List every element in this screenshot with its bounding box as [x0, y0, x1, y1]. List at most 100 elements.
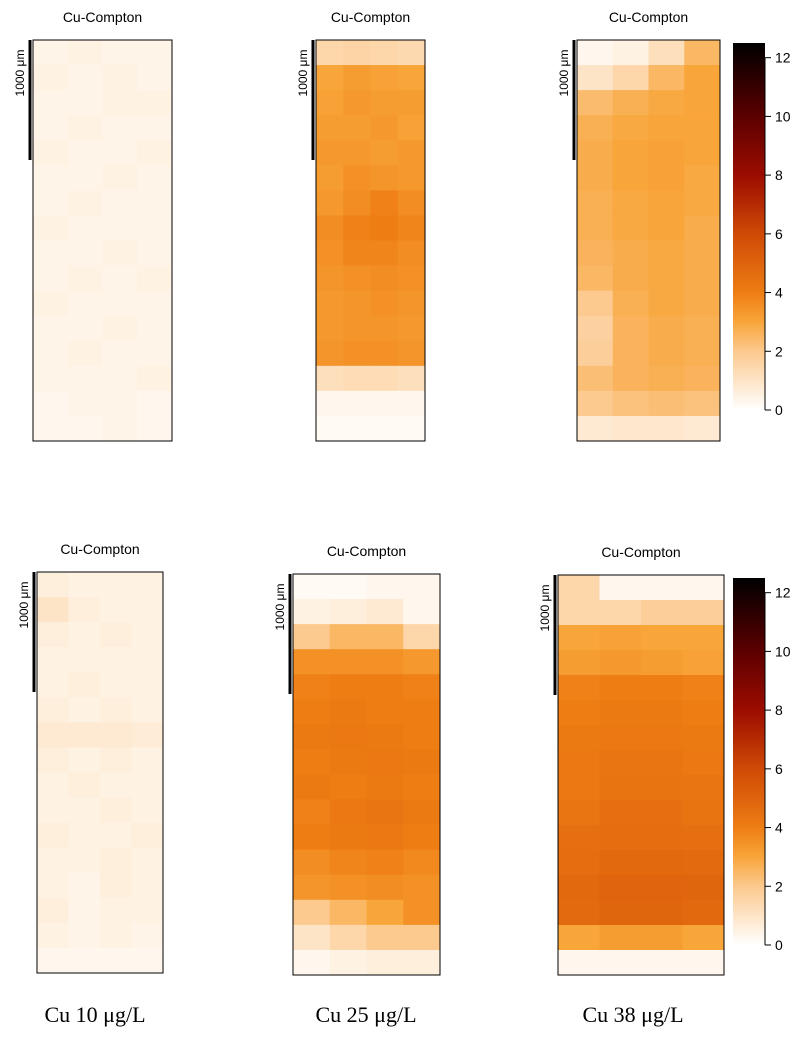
heat-cell: [102, 390, 138, 417]
heat-cell: [366, 699, 404, 725]
heat-cell: [68, 872, 101, 899]
heat-cell: [682, 675, 725, 701]
heat-cell: [577, 240, 614, 267]
heat-cell: [100, 897, 132, 924]
heat-cell: [68, 697, 101, 723]
heat-cell: [612, 240, 649, 267]
heat-cell: [100, 797, 132, 824]
heat-cell: [137, 240, 173, 267]
heat-cell: [684, 415, 721, 442]
heat-cell: [343, 65, 371, 91]
heat-cell: [316, 240, 344, 267]
heat-cell: [343, 365, 371, 392]
heat-cell: [366, 574, 404, 600]
heat-cell: [67, 190, 103, 216]
heat-cell: [329, 674, 367, 700]
heat-cell: [316, 190, 344, 216]
heat-cell: [33, 90, 69, 116]
heat-cell: [102, 315, 138, 342]
heat-cell: [67, 290, 103, 317]
heat-cell: [612, 265, 649, 292]
heat-cell: [137, 165, 173, 191]
heat-cell: [37, 797, 69, 824]
column-label: Cu 10 μg/L: [44, 1002, 145, 1027]
heat-cell: [316, 415, 344, 442]
heat-cell: [648, 390, 685, 417]
colorbar-tick-label: 6: [775, 226, 783, 242]
heat-cell: [293, 799, 331, 826]
heat-cell: [316, 40, 344, 66]
heat-cell: [37, 772, 69, 799]
heat-cell: [33, 390, 69, 417]
heat-cell: [684, 290, 721, 317]
heat-cell: [403, 949, 441, 976]
heat-cell: [366, 924, 404, 951]
heat-cell: [397, 340, 426, 367]
heat-cell: [558, 900, 600, 926]
heat-cell: [648, 315, 685, 342]
heat-cell: [403, 799, 441, 826]
heat-cell: [558, 750, 600, 776]
heat-cell: [648, 115, 685, 141]
heat-cell: [102, 115, 138, 141]
heat-cell: [131, 647, 164, 673]
heat-cell: [37, 947, 69, 974]
heat-cell: [293, 774, 331, 801]
heat-cell: [33, 340, 69, 367]
heat-cell: [612, 115, 649, 141]
heat-cell: [102, 215, 138, 241]
heat-cell: [67, 240, 103, 267]
colorbar-tick-label: 10: [775, 643, 791, 659]
heat-cell: [577, 40, 614, 66]
heat-cell: [343, 215, 371, 241]
heat-cell: [67, 315, 103, 342]
heat-cell: [329, 949, 367, 976]
heat-cell: [403, 824, 441, 851]
heat-cell: [599, 950, 642, 976]
heat-cell: [137, 215, 173, 241]
heat-cell: [343, 165, 371, 191]
heat-cell: [316, 340, 344, 367]
heat-cell: [599, 575, 642, 601]
colorbar-tick-label: 0: [775, 937, 783, 953]
heat-cell: [293, 899, 331, 926]
panel-title: Cu-Compton: [331, 9, 410, 25]
heat-cell: [329, 874, 367, 901]
heat-cell: [293, 574, 331, 600]
heat-cell: [68, 822, 101, 849]
heat-cell: [682, 650, 725, 676]
heat-cell: [131, 672, 164, 698]
heat-cell: [366, 824, 404, 851]
column-label: Cu 38 μg/L: [582, 1002, 683, 1027]
colorbar-tick-label: 2: [775, 878, 783, 894]
heat-cell: [682, 800, 725, 826]
heat-cell: [682, 925, 725, 951]
heat-cell: [131, 572, 164, 598]
heat-cell: [293, 924, 331, 951]
column-label: Cu 25 μg/L: [315, 1002, 416, 1027]
heat-cell: [100, 747, 132, 773]
heat-cell: [131, 722, 164, 748]
heat-cell: [612, 190, 649, 216]
heat-cell: [102, 265, 138, 292]
heat-cell: [684, 340, 721, 367]
heat-cell: [599, 900, 642, 926]
heat-cell: [329, 599, 367, 625]
heat-cell: [316, 265, 344, 292]
heat-cell: [599, 850, 642, 876]
heat-cell: [684, 265, 721, 292]
heat-cell: [102, 340, 138, 367]
colorbar: [733, 578, 765, 945]
heat-cell: [137, 340, 173, 367]
heat-cell: [612, 165, 649, 191]
heat-cell: [67, 115, 103, 141]
heat-cell: [316, 115, 344, 141]
heat-cell: [641, 650, 683, 676]
heat-cell: [403, 624, 441, 650]
heat-cell: [316, 215, 344, 241]
heat-cell: [100, 647, 132, 673]
heat-cell: [329, 724, 367, 750]
heat-cell: [100, 847, 132, 874]
heat-cell: [100, 572, 132, 598]
